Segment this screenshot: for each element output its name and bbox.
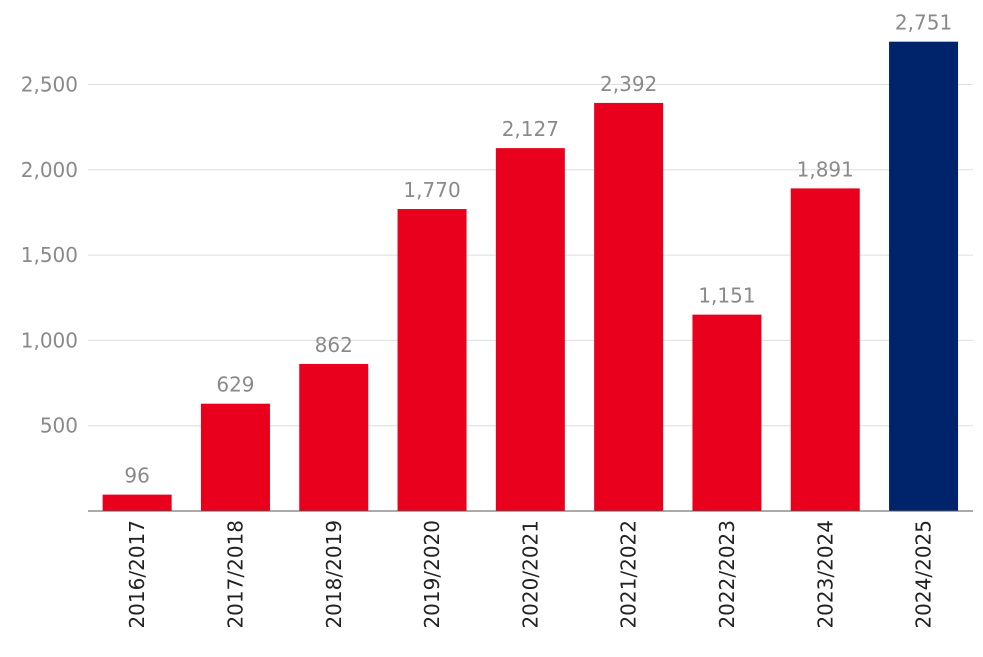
data-label: 1,891 — [797, 157, 854, 181]
data-label: 96 — [124, 464, 149, 488]
data-label: 1,770 — [403, 178, 460, 202]
bar — [299, 363, 369, 511]
x-tick-label: 2017/2018 — [223, 520, 247, 629]
data-label: 2,751 — [895, 11, 952, 35]
x-tick-label: 2023/2024 — [813, 520, 837, 629]
x-tick-label: 2020/2021 — [518, 520, 542, 629]
bar — [397, 209, 467, 511]
y-tick-label: 1,000 — [21, 328, 78, 352]
data-label: 629 — [216, 373, 254, 397]
data-label: 1,151 — [698, 284, 755, 308]
x-axis-ticks: 2016/2017 2017/2018 2018/2019 2019/2020 2020… — [125, 520, 935, 629]
bars — [102, 41, 959, 512]
bar — [200, 403, 270, 511]
data-label: 2,127 — [502, 117, 559, 141]
x-tick-label: 2022/2023 — [715, 520, 739, 629]
y-axis-ticks: 500 1,000 1,500 2,000 2,500 — [21, 73, 78, 438]
bar — [790, 188, 860, 512]
x-tick-label: 2024/2025 — [912, 520, 936, 629]
bar — [889, 41, 959, 511]
bar — [594, 102, 664, 511]
y-tick-label: 500 — [40, 414, 78, 438]
x-tick-label: 2018/2019 — [322, 520, 346, 629]
x-tick-label: 2016/2017 — [125, 520, 149, 629]
data-label: 2,392 — [600, 72, 657, 96]
data-labels: 96 629 862 1,770 2,127 2,392 1,151 1,891 2,751 — [124, 11, 952, 488]
y-tick-label: 2,000 — [21, 158, 78, 182]
bar — [692, 314, 762, 511]
bar — [495, 148, 565, 512]
x-tick-label: 2021/2022 — [617, 520, 641, 629]
data-label: 862 — [315, 333, 353, 357]
y-tick-label: 2,500 — [21, 73, 78, 97]
y-tick-label: 1,500 — [21, 243, 78, 267]
bar — [102, 494, 172, 511]
x-tick-label: 2019/2020 — [420, 520, 444, 629]
